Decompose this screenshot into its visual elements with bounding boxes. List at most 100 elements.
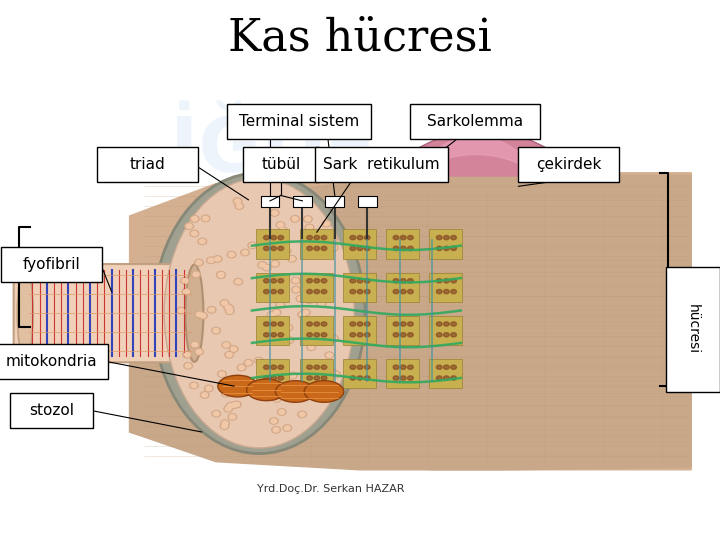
Circle shape (400, 246, 406, 251)
Circle shape (451, 322, 456, 326)
Circle shape (328, 237, 337, 243)
Circle shape (239, 366, 245, 370)
Circle shape (357, 322, 363, 326)
Circle shape (222, 390, 230, 397)
Circle shape (400, 322, 406, 326)
Circle shape (207, 257, 215, 264)
Circle shape (330, 335, 338, 342)
Circle shape (364, 376, 370, 380)
Circle shape (204, 385, 213, 392)
Circle shape (233, 198, 242, 204)
Circle shape (324, 396, 333, 402)
Text: Terminal sistem: Terminal sistem (238, 114, 359, 129)
Circle shape (225, 305, 234, 312)
Circle shape (258, 262, 266, 268)
FancyBboxPatch shape (97, 147, 198, 183)
Circle shape (325, 397, 331, 401)
Circle shape (181, 278, 189, 284)
Circle shape (269, 418, 278, 424)
Circle shape (321, 333, 327, 337)
Circle shape (227, 384, 235, 391)
Circle shape (408, 322, 413, 326)
FancyBboxPatch shape (386, 359, 419, 388)
Circle shape (189, 382, 198, 389)
Text: mitokondria: mitokondria (6, 354, 98, 369)
Circle shape (293, 278, 299, 282)
Circle shape (293, 288, 299, 292)
Circle shape (305, 297, 314, 303)
Circle shape (222, 424, 228, 428)
Circle shape (350, 246, 356, 251)
Circle shape (451, 289, 456, 294)
FancyBboxPatch shape (300, 316, 333, 345)
Circle shape (318, 318, 323, 322)
Circle shape (223, 392, 229, 396)
Circle shape (258, 327, 267, 334)
Circle shape (321, 279, 327, 283)
Circle shape (206, 386, 212, 390)
Circle shape (314, 333, 320, 337)
Circle shape (323, 237, 332, 243)
Circle shape (451, 279, 456, 283)
Circle shape (314, 246, 320, 251)
Circle shape (350, 365, 356, 369)
Ellipse shape (164, 178, 354, 448)
Circle shape (276, 301, 284, 308)
Circle shape (274, 389, 279, 394)
Circle shape (314, 376, 320, 380)
Circle shape (451, 333, 456, 337)
FancyBboxPatch shape (300, 230, 333, 259)
Circle shape (199, 313, 207, 319)
Circle shape (198, 238, 207, 245)
Circle shape (320, 372, 328, 379)
Circle shape (436, 289, 442, 294)
Circle shape (220, 300, 229, 306)
Circle shape (297, 296, 303, 301)
Circle shape (444, 376, 449, 380)
Circle shape (235, 199, 240, 203)
FancyBboxPatch shape (293, 196, 312, 207)
Circle shape (264, 235, 269, 240)
Circle shape (203, 217, 209, 221)
FancyBboxPatch shape (343, 359, 376, 388)
Circle shape (288, 255, 297, 262)
Circle shape (223, 343, 229, 347)
Circle shape (242, 251, 248, 255)
Text: tübül: tübül (261, 157, 300, 172)
FancyBboxPatch shape (358, 196, 377, 207)
Circle shape (264, 365, 269, 369)
Circle shape (192, 271, 200, 278)
Circle shape (307, 365, 312, 369)
Text: Sark  retikulum: Sark retikulum (323, 157, 440, 172)
FancyBboxPatch shape (386, 316, 419, 345)
FancyBboxPatch shape (300, 273, 333, 302)
Circle shape (194, 348, 203, 355)
Circle shape (357, 246, 363, 251)
Circle shape (298, 312, 307, 318)
Circle shape (202, 215, 210, 222)
Circle shape (436, 322, 442, 326)
FancyBboxPatch shape (1, 247, 102, 282)
Text: Kas hücresi: Kas hücresi (228, 16, 492, 59)
Circle shape (321, 373, 327, 377)
Circle shape (234, 402, 240, 407)
Circle shape (357, 376, 363, 380)
Circle shape (393, 376, 399, 380)
Circle shape (272, 211, 278, 215)
Circle shape (192, 342, 198, 347)
Circle shape (307, 322, 312, 326)
Circle shape (279, 388, 285, 392)
Circle shape (190, 215, 199, 222)
Circle shape (436, 376, 442, 380)
Text: hücresi: hücresi (686, 305, 700, 354)
Circle shape (222, 342, 230, 348)
Circle shape (300, 383, 305, 387)
Circle shape (282, 295, 287, 299)
Circle shape (264, 333, 269, 337)
Ellipse shape (153, 173, 365, 454)
Circle shape (284, 426, 290, 430)
Circle shape (277, 223, 283, 227)
Circle shape (307, 333, 312, 337)
Circle shape (249, 244, 255, 248)
Circle shape (284, 249, 289, 253)
